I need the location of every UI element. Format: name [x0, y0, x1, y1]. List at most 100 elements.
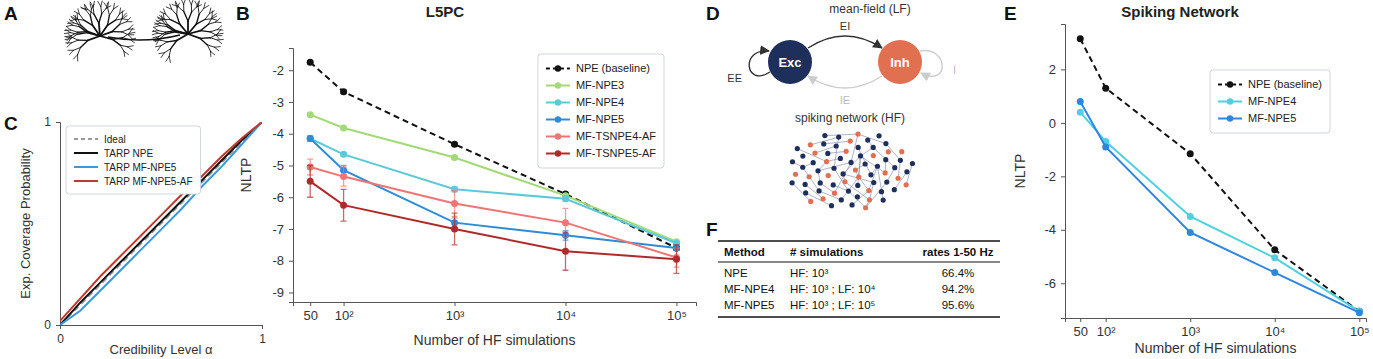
neuron	[825, 151, 830, 156]
dendrite	[196, 20, 204, 25]
y-tick-label: -7	[272, 222, 284, 237]
point	[562, 248, 569, 255]
neuron	[858, 153, 863, 158]
legend-swatch	[74, 180, 98, 182]
point	[307, 135, 314, 142]
dendrite	[107, 20, 115, 25]
neuron	[815, 168, 820, 173]
legend-label: MF-NPE4	[1248, 95, 1296, 107]
legend-marker	[555, 116, 561, 122]
point	[673, 256, 680, 263]
y-axis: -9-8-7-6-5-4-3-2	[272, 49, 293, 303]
legend-label: MF-TSNPE4-AF	[576, 130, 656, 142]
node-label: Exc	[778, 55, 801, 70]
dendrite	[177, 15, 180, 24]
dendrite	[158, 33, 165, 34]
y-tick: -4	[272, 126, 293, 141]
neuron	[816, 188, 821, 193]
table-cell: MF-NPE4	[724, 283, 775, 295]
neuron	[808, 142, 813, 147]
y-tick-label: -4	[272, 126, 284, 141]
y-tick: -7	[272, 222, 293, 237]
panel-label: F	[706, 219, 718, 240]
neuron	[868, 172, 873, 177]
table-cell: 94.2%	[942, 283, 975, 295]
y-tick-label: 0	[44, 318, 51, 332]
series-line	[310, 181, 676, 259]
dendrite	[188, 34, 200, 38]
neuron	[867, 197, 872, 202]
edge-label: IE	[840, 94, 850, 106]
dendrite	[161, 42, 167, 46]
dendrite	[210, 30, 217, 32]
y-axis-line	[1061, 25, 1066, 319]
neuron	[865, 137, 870, 142]
dendrite	[164, 9, 166, 14]
neuron	[838, 156, 843, 161]
dendrite	[122, 11, 123, 17]
legend: IdealTARP NPETARP MF-NPE5TARP MF-NPE5-AF	[66, 126, 201, 194]
series-line	[1080, 39, 1359, 312]
x-tick-mark	[1190, 318, 1191, 322]
diagram-title: mean-field (LF)	[829, 2, 910, 16]
dendrite	[123, 51, 125, 56]
point	[1271, 246, 1278, 253]
table-cell: HF: 10³	[790, 267, 829, 279]
dendrite	[80, 27, 88, 33]
dendrite	[128, 46, 134, 47]
panel-label: D	[706, 3, 720, 24]
series-line	[60, 122, 262, 325]
point	[451, 154, 458, 161]
neuron	[848, 160, 853, 165]
x-tick: 1	[259, 325, 266, 346]
spiking-network	[789, 131, 915, 210]
dendrite	[120, 22, 127, 25]
legend-label: MF-NPE3	[576, 79, 624, 91]
x-tick-label: 10²	[1097, 324, 1116, 339]
neuron	[836, 135, 841, 140]
dendrite	[215, 47, 219, 51]
dendrite	[167, 41, 177, 42]
point	[307, 111, 314, 118]
y-tick-label: 1	[44, 115, 51, 129]
dendrite	[178, 6, 184, 11]
dendrite	[217, 40, 221, 44]
point	[307, 59, 314, 66]
y-axis-line	[289, 49, 294, 303]
series-line	[310, 138, 676, 248]
network-edge	[858, 134, 886, 144]
dendrite	[102, 8, 106, 14]
legend-label: MF-TSNPE5-AF	[576, 147, 656, 159]
series-line	[310, 115, 676, 242]
chart: 5010²10³10⁴10⁵-6-4-202Spiking NetworkNum…	[1012, 3, 1370, 356]
plot-area	[60, 122, 262, 325]
series-line	[310, 167, 676, 257]
x-axis-line	[61, 326, 263, 330]
dendrite	[123, 33, 130, 37]
x-tick-label: 10²	[335, 308, 354, 323]
dendrite	[122, 29, 129, 32]
dendrite	[113, 39, 121, 45]
legend-marker	[555, 82, 561, 88]
panel-label: A	[4, 3, 18, 24]
y-tick-label: 2	[1049, 62, 1056, 77]
dendrite	[129, 32, 135, 33]
error-bar	[563, 196, 569, 201]
dendrite	[98, 1, 101, 6]
y-tick: -4	[1044, 222, 1065, 237]
edge-ee	[749, 51, 770, 76]
table-header: # simulations	[790, 246, 864, 258]
y-tick: -2	[1044, 169, 1065, 184]
neuron	[840, 171, 845, 176]
neuron	[853, 167, 858, 172]
dendrite	[175, 1, 178, 6]
legend-box	[1210, 70, 1330, 133]
dendrite	[76, 21, 80, 27]
point	[340, 173, 347, 180]
point	[1102, 85, 1109, 92]
y-tick-mark	[289, 292, 293, 293]
legend-marker	[555, 99, 561, 105]
error-bar	[341, 189, 347, 221]
legend-label: MF-NPE4	[576, 96, 624, 108]
x-tick-mark	[1080, 318, 1081, 322]
